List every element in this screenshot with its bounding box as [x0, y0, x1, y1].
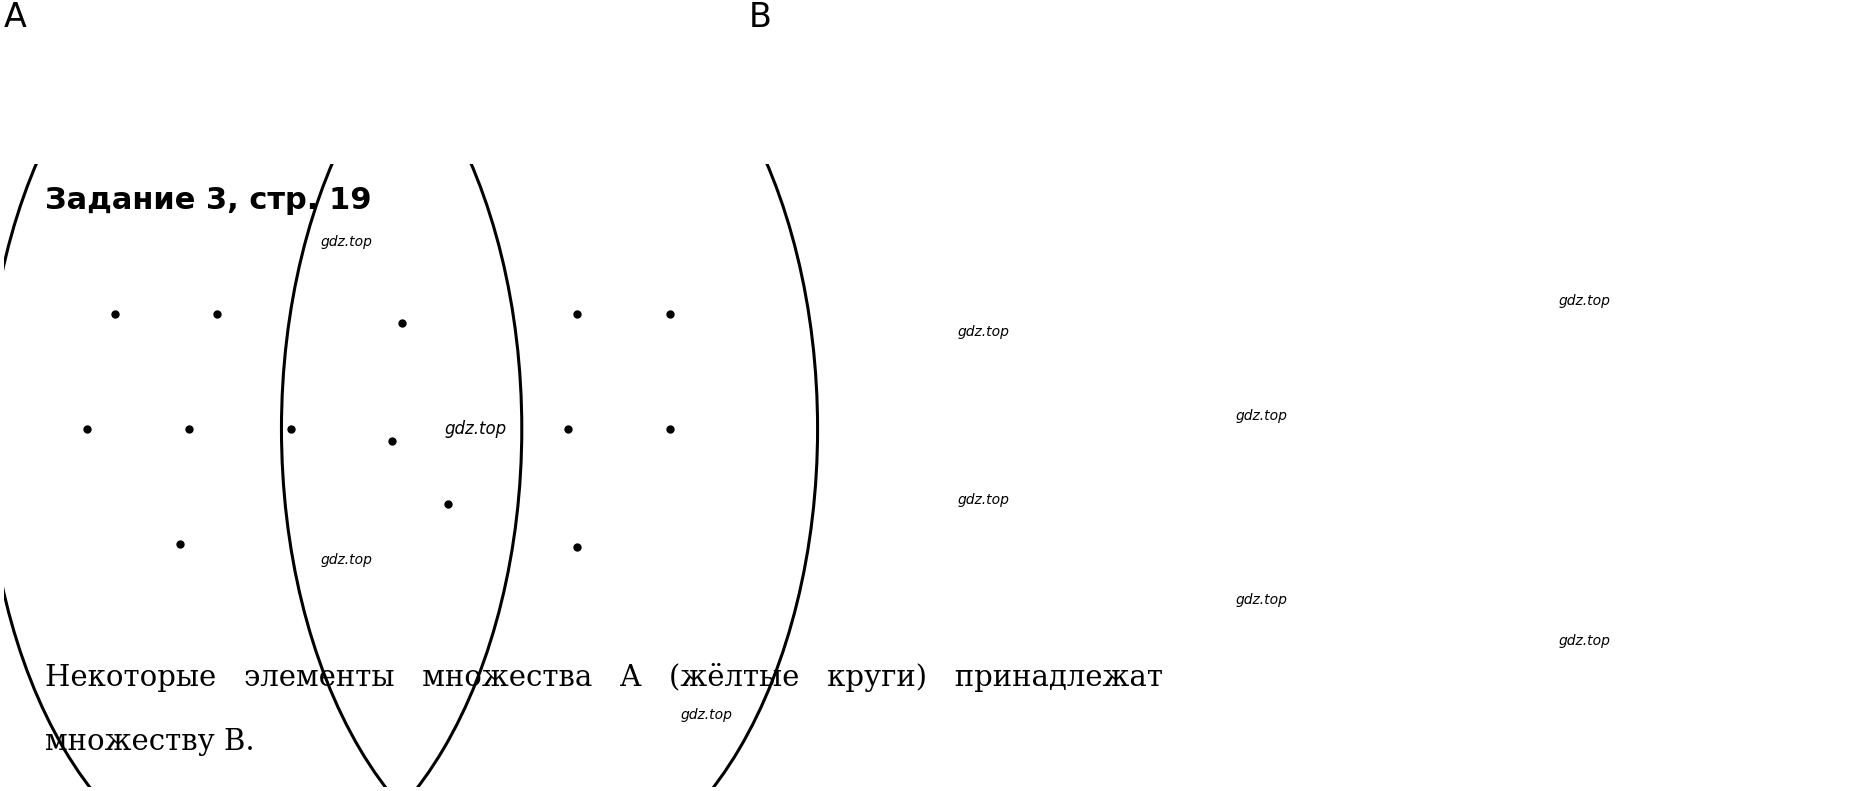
Text: Задание 3, стр. 19: Задание 3, стр. 19: [45, 186, 371, 215]
Text: B: B: [748, 1, 771, 33]
Text: gdz.top: gdz.top: [1558, 634, 1610, 648]
Text: gdz.top: gdz.top: [319, 553, 371, 566]
Text: gdz.top: gdz.top: [958, 494, 1010, 508]
Text: gdz.top: gdz.top: [1235, 410, 1287, 423]
Text: gdz.top: gdz.top: [1235, 593, 1287, 607]
Text: Некоторые   элементы   множества   A   (жёлтые   круги)   принадлежат: Некоторые элементы множества A (жёлтые к…: [45, 664, 1162, 692]
Text: множеству B.: множеству B.: [45, 728, 254, 756]
Text: gdz.top: gdz.top: [319, 235, 371, 249]
Text: gdz.top: gdz.top: [958, 325, 1010, 339]
Text: A: A: [4, 1, 28, 33]
Text: gdz.top: gdz.top: [682, 708, 734, 722]
Text: gdz.top: gdz.top: [444, 420, 507, 438]
Text: gdz.top: gdz.top: [1558, 294, 1610, 308]
